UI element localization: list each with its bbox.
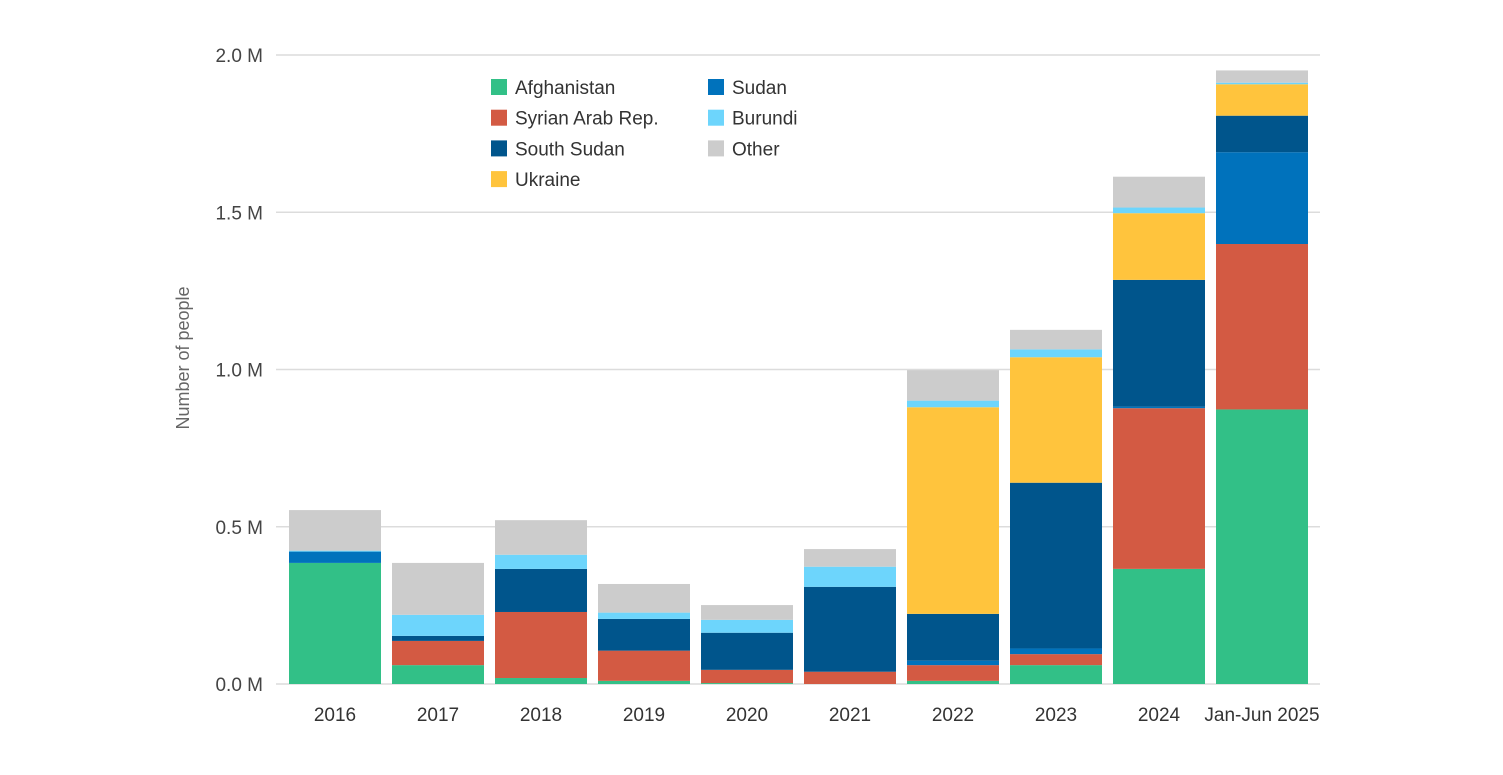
legend-item: Ukraine [491,170,580,191]
bar-segment [495,520,587,555]
bar-segment [598,612,690,619]
bar-segment [598,680,690,684]
bar-segment [289,551,381,563]
bar-segment [907,660,999,666]
legend-label: Other [732,139,780,160]
x-tick-label: 2021 [829,705,871,726]
legend: Afghanistan Sudan Syrian Arab Rep. Burundi S… [491,78,798,191]
bar-segment [392,640,484,666]
bar-segment [1010,665,1102,684]
bar-segment [598,618,690,651]
bar-segment [392,635,484,641]
legend-label: Syrian Arab Rep. [515,109,659,130]
bar-segment [289,550,381,552]
legend-item: Other [708,139,780,160]
legend-swatch [491,171,507,188]
bar-segment [1216,244,1308,410]
bar-segment [1216,82,1308,85]
legend-label: Sudan [732,78,787,99]
x-tick-label: 2019 [623,705,665,726]
bar-segment [701,619,793,633]
bar-segment [907,680,999,684]
bar-segment [1010,648,1102,655]
bar-segment [907,400,999,408]
legend-swatch [491,79,507,95]
legend-item: Burundi [708,109,798,130]
y-tick-label: 1.0 M [215,361,263,382]
x-tick-label: 2023 [1035,705,1077,726]
legend-swatch [491,109,507,126]
legend-item: South Sudan [491,139,625,160]
bar-segment [289,510,381,551]
y-axis-label: Number of people [173,286,193,429]
bar-segment [1216,115,1308,153]
x-tick-label: 2018 [520,705,562,726]
bar-segment [598,583,690,613]
bar-segment [701,605,793,620]
bar-segment [1216,152,1308,245]
x-tick-label: 2016 [314,705,356,726]
x-tick-label: Jan-Jun 2025 [1204,705,1319,726]
legend-item: Afghanistan [491,78,615,99]
bar-segment [1216,409,1308,684]
bar-segment [1113,408,1205,569]
legend-item: Syrian Arab Rep. [491,109,659,130]
x-tick-label: 2020 [726,705,768,726]
bar-segment [1216,84,1308,116]
bar-segment [392,562,484,615]
bar-segment [804,586,896,672]
bar-segment [1010,482,1102,649]
y-tick-label: 2.0 M [215,46,263,67]
x-tick-label: 2022 [932,705,974,726]
bar-segment [1113,568,1205,684]
y-tick-label: 1.5 M [215,203,263,224]
y-tick-label: 0.0 M [215,675,263,696]
legend-item: Sudan [708,78,787,99]
bar-segment [1010,329,1102,350]
bar-segment [907,370,999,401]
bar-segment [1216,70,1308,83]
legend-label: Afghanistan [515,78,615,99]
bar-segment [701,683,793,684]
legend-label: Burundi [732,109,798,130]
x-tick-label: 2024 [1138,705,1181,726]
legend-swatch [491,140,507,157]
legend-swatch [708,140,724,157]
bar-segment [1010,654,1102,666]
bar-segment [495,678,587,684]
bar-segment [804,566,896,587]
bars [289,70,1308,684]
bar-segment [1113,213,1205,280]
bar-segment [1113,176,1205,208]
bar-segment [392,665,484,684]
bar-segment [1010,357,1102,483]
x-axis-ticks: 2016 2017 2018 2019 2020 2021 2022 2023 2024 Jan-… [314,705,1320,726]
bar-segment [907,613,999,661]
bar-segment [392,614,484,636]
bar-segment [907,407,999,614]
y-axis-ticks: 0.0 M 0.5 M 1.0 M 1.5 M 2.0 M [215,46,263,696]
bar-segment [804,549,896,567]
y-tick-label: 0.5 M [215,518,263,539]
legend-swatch [708,109,724,126]
legend-label: South Sudan [515,139,625,160]
legend-label: Ukraine [515,170,580,191]
bar-segment [701,632,793,670]
bar-segment [1010,349,1102,358]
legend-swatch [708,79,724,95]
bar-segment [1113,406,1205,409]
bar-segment [495,554,587,569]
bar-segment [289,562,381,684]
bar-segment [1113,207,1205,214]
bar-segment [495,568,587,612]
bar-segment [598,650,690,681]
bar-segment [1113,279,1205,407]
bar-segment [701,669,793,684]
bar-segment [804,671,896,684]
bar-segment [495,611,587,679]
bar-segment [907,665,999,681]
x-tick-label: 2017 [417,705,459,726]
